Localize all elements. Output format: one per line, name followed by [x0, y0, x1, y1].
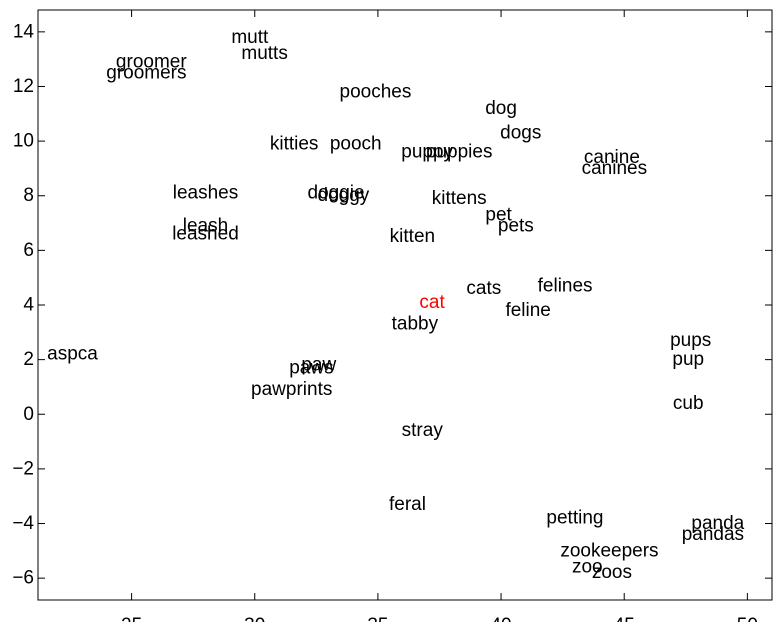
word-point-zoos: zoos	[592, 562, 632, 583]
x-tick-label: 45	[614, 615, 635, 622]
word-point-feline: feline	[505, 300, 550, 321]
y-tick-label: 6	[23, 240, 34, 261]
word-point-aspca: aspca	[47, 344, 98, 365]
word-point-cats: cats	[466, 278, 501, 299]
y-tick-label: 4	[23, 295, 34, 316]
word-point-mutts: mutts	[241, 43, 287, 64]
word-point-leash: leash	[183, 215, 228, 236]
y-tick-label: 8	[23, 185, 34, 206]
word-point-pooches: pooches	[340, 81, 412, 102]
word-point-pandas: pandas	[682, 524, 744, 545]
x-tick-label: 40	[490, 615, 511, 622]
axis-ticks: 25 30 35 40 45 50 −6 −4 −2 0 2 4 6 8 10 12 14	[12, 10, 772, 622]
word-point-kitties: kitties	[270, 133, 319, 154]
word-point-petting: petting	[546, 508, 603, 529]
word-point-paws: paws	[289, 357, 333, 378]
word-point-dog: dog	[485, 98, 517, 119]
y-tick-label: 10	[13, 131, 34, 152]
word-point-pet: pet	[485, 204, 512, 225]
word-point-leashes: leashes	[173, 183, 239, 204]
word-point-groomers: groomers	[106, 62, 186, 83]
word-point-felines: felines	[538, 275, 593, 296]
y-tick-label: 2	[23, 349, 34, 370]
word-point-groomer: groomer	[116, 51, 187, 72]
word-point-pups: pups	[670, 330, 711, 351]
word-point-cat: cat	[419, 292, 445, 313]
y-tick-label: −4	[12, 513, 34, 534]
word-point-doggy: doggy	[318, 185, 370, 206]
x-tick-label: 35	[367, 615, 388, 622]
word-point-puppies: puppies	[426, 142, 493, 163]
y-tick-label: 14	[13, 21, 35, 42]
word-point-leashed: leashed	[172, 223, 239, 244]
x-tick-label: 25	[121, 615, 142, 622]
word-point-panda: panda	[691, 513, 744, 534]
plot-area	[37, 9, 773, 601]
y-tick-label: −2	[12, 458, 34, 479]
word-point-canines: canines	[582, 158, 648, 179]
word-point-feral: feral	[389, 494, 426, 515]
word-point-kittens: kittens	[432, 188, 487, 209]
word-point-pawprints: pawprints	[251, 379, 332, 400]
word-point-paw: paw	[301, 355, 336, 376]
x-tick-label: 50	[737, 615, 758, 622]
word-point-kitten: kitten	[390, 226, 435, 247]
word-point-canine: canine	[584, 147, 640, 168]
word-point-dogs: dogs	[500, 122, 541, 143]
word-point-stray: stray	[402, 420, 444, 441]
word-point-mutt: mutt	[231, 27, 269, 48]
word-point-zookeepers: zookeepers	[560, 540, 658, 561]
word-point-pets: pets	[498, 215, 534, 236]
y-tick-label: 0	[23, 404, 34, 425]
word-point-pooch: pooch	[330, 133, 382, 154]
word-point-pup: pup	[672, 349, 704, 370]
x-tick-label: 30	[244, 615, 265, 622]
y-tick-label: 12	[13, 76, 34, 97]
word-point-cub: cub	[673, 393, 704, 414]
y-tick-label: −6	[12, 568, 34, 589]
word-point-tabby: tabby	[392, 314, 439, 335]
word-point-doggie: doggie	[308, 183, 365, 204]
word-point-zoo: zoo	[572, 557, 603, 578]
word-point-puppy: puppy	[401, 142, 453, 163]
